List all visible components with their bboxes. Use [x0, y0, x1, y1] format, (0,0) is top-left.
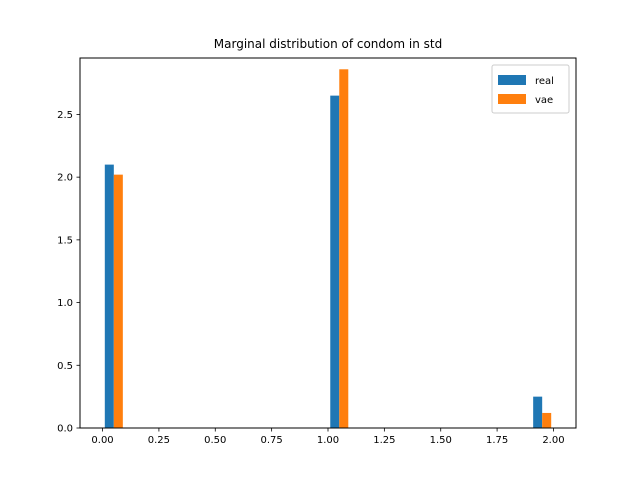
x-tick-label: 0.00	[91, 435, 113, 446]
legend-box	[491, 64, 570, 114]
bar-real	[104, 164, 114, 428]
y-tick-label: 2.0	[57, 173, 73, 184]
legend: real vae	[491, 64, 570, 114]
bar-vae	[339, 69, 349, 428]
y-tick-label: 1.5	[57, 235, 73, 246]
bar-vae	[542, 412, 552, 428]
legend-swatch-real	[498, 75, 526, 85]
bar-real	[533, 396, 543, 428]
y-tick-label: 2.5	[57, 110, 73, 121]
x-tick-label: 0.25	[148, 435, 170, 446]
chart-title: Marginal distribution of condom in std	[214, 37, 442, 51]
x-tick-label: 0.75	[261, 435, 283, 446]
x-tick-label: 1.75	[486, 435, 508, 446]
x-tick-label: 2.00	[542, 435, 564, 446]
legend-swatch-vae	[498, 94, 526, 104]
y-axis: 0.0 0.5 1.0 1.5 2.0 2.5	[57, 110, 80, 435]
bar-vae	[113, 174, 123, 428]
y-tick-label: 0.5	[57, 361, 73, 372]
y-tick-label: 0.0	[57, 424, 73, 435]
x-axis: 0.00 0.25 0.50 0.75 1.00 1.25 1.50 1.75 2.00	[91, 428, 565, 446]
x-tick-label: 1.00	[317, 435, 339, 446]
legend-label-real: real	[535, 76, 554, 87]
y-tick-label: 1.0	[57, 298, 73, 309]
x-tick-label: 0.50	[204, 435, 226, 446]
bars-layer	[104, 69, 552, 428]
bar-real	[330, 95, 340, 428]
legend-label-vae: vae	[535, 95, 553, 106]
x-tick-label: 1.50	[430, 435, 452, 446]
x-tick-label: 1.25	[373, 435, 395, 446]
